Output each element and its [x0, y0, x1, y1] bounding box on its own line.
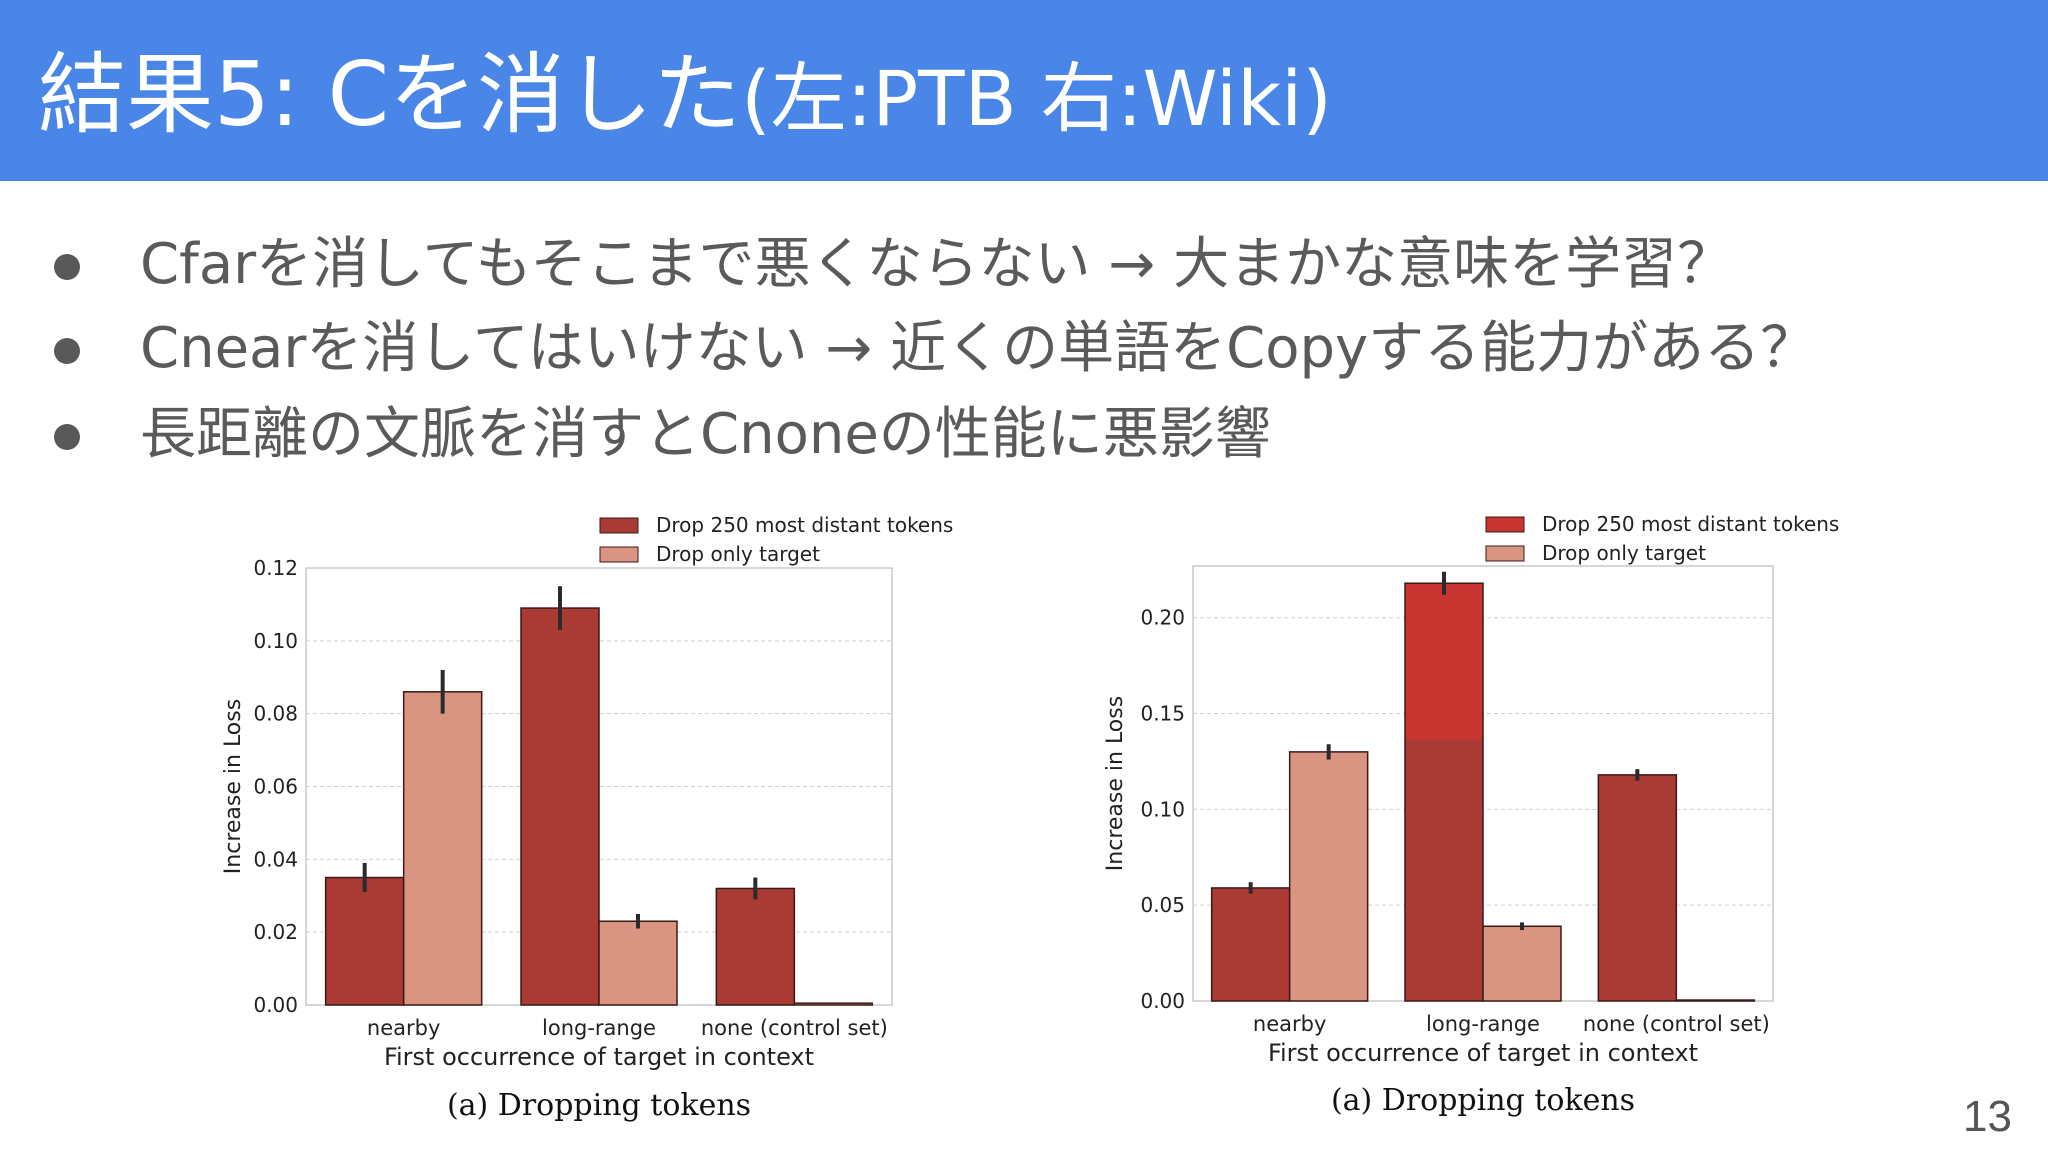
y-tick-label: 0.04 — [253, 847, 298, 871]
x-tick-label: none (control set) — [1583, 1012, 1770, 1036]
y-tick-label: 0.20 — [1140, 606, 1185, 630]
slide-title-sub: (左:PTB 右:Wiki) — [741, 54, 1332, 143]
chart-ptb: 0.00 0.02 0.04 0.06 0.08 0.10 0.12 Increase in … — [196, 500, 956, 1140]
bullet-text: 長距離の文脈を消すとCnoneの性能に悪影響 — [140, 402, 1271, 467]
bar-drop-250 — [1210, 887, 1291, 1002]
page-number: 13 — [1963, 1092, 2012, 1141]
legend-label: Drop 250 most distant tokens — [656, 513, 953, 537]
legend-swatch — [599, 546, 639, 563]
bullet-dot-icon — [54, 338, 80, 364]
y-tick-label: 0.10 — [1140, 797, 1185, 821]
bar-drop-target — [793, 1002, 874, 1006]
y-tick-label: 0.00 — [253, 993, 298, 1017]
x-axis-label: First occurrence of target in context — [1268, 1039, 1698, 1067]
bullet-text: Cfarを消してもそこまで悪くならない → 大まかな意味を学習？ — [140, 232, 1734, 297]
legend-swatch — [599, 517, 639, 534]
y-tick-label: 0.02 — [253, 920, 298, 944]
slide-title-main: 結果5: Cを消した — [38, 43, 742, 146]
chart-wiki: 0.00 0.05 0.10 0.15 0.20 Increase in Loss near… — [1080, 500, 1840, 1140]
y-tick-label: 0.08 — [253, 702, 298, 726]
x-tick-label: nearby — [367, 1016, 441, 1040]
bar-drop-target — [598, 920, 678, 1006]
x-axis-label: First occurrence of target in context — [384, 1043, 814, 1071]
y-axis-label: Increase in Loss — [1103, 696, 1128, 871]
legend-label: Drop 250 most distant tokens — [1542, 512, 1839, 536]
bar-drop-250 — [715, 887, 796, 1006]
chart-caption: (a) Dropping tokens — [447, 1088, 751, 1123]
bar-drop-target — [1288, 751, 1369, 1002]
slide-title: 結果5: Cを消した(左:PTB 右:Wiki) — [38, 40, 1332, 154]
bar-drop-250 — [520, 607, 600, 1006]
x-tick-label: nearby — [1253, 1012, 1327, 1036]
legend-label: Drop only target — [1542, 541, 1706, 565]
title-bar: 結果5: Cを消した(左:PTB 右:Wiki) — [0, 0, 2048, 181]
bar-drop-target — [1675, 999, 1756, 1002]
y-tick-label: 0.10 — [253, 629, 298, 653]
bar-drop-250 — [324, 876, 405, 1006]
legend-swatch — [1485, 516, 1525, 533]
bar-drop-target — [1482, 925, 1562, 1002]
bullet-dot-icon — [54, 424, 80, 450]
legend-label: Drop only target — [656, 542, 820, 566]
bullet-text: Cnearを消してはいけない → 近くの単語をCopyする能力がある？ — [140, 316, 1817, 381]
bullet-dot-icon — [54, 254, 80, 280]
y-tick-label: 0.12 — [253, 556, 298, 580]
y-tick-label: 0.06 — [253, 775, 298, 799]
bar-drop-250 — [1597, 774, 1678, 1002]
y-tick-label: 0.05 — [1140, 893, 1185, 917]
chart-ptb-svg: 0.00 0.02 0.04 0.06 0.08 0.10 0.12 Increase in … — [221, 513, 953, 1123]
legend-swatch — [1485, 545, 1525, 562]
chart-wiki-svg: 0.00 0.05 0.10 0.15 0.20 Increase in Loss near… — [1103, 512, 1839, 1118]
x-tick-label: long-range — [1426, 1012, 1540, 1036]
x-tick-label: long-range — [542, 1016, 656, 1040]
chart-caption: (a) Dropping tokens — [1331, 1083, 1635, 1118]
y-tick-label: 0.00 — [1140, 989, 1185, 1013]
bar-highlight — [1406, 584, 1482, 740]
y-axis-label: Increase in Loss — [221, 699, 246, 874]
bar-drop-target — [402, 691, 483, 1006]
y-tick-label: 0.15 — [1140, 702, 1185, 726]
x-tick-label: none (control set) — [701, 1016, 888, 1040]
